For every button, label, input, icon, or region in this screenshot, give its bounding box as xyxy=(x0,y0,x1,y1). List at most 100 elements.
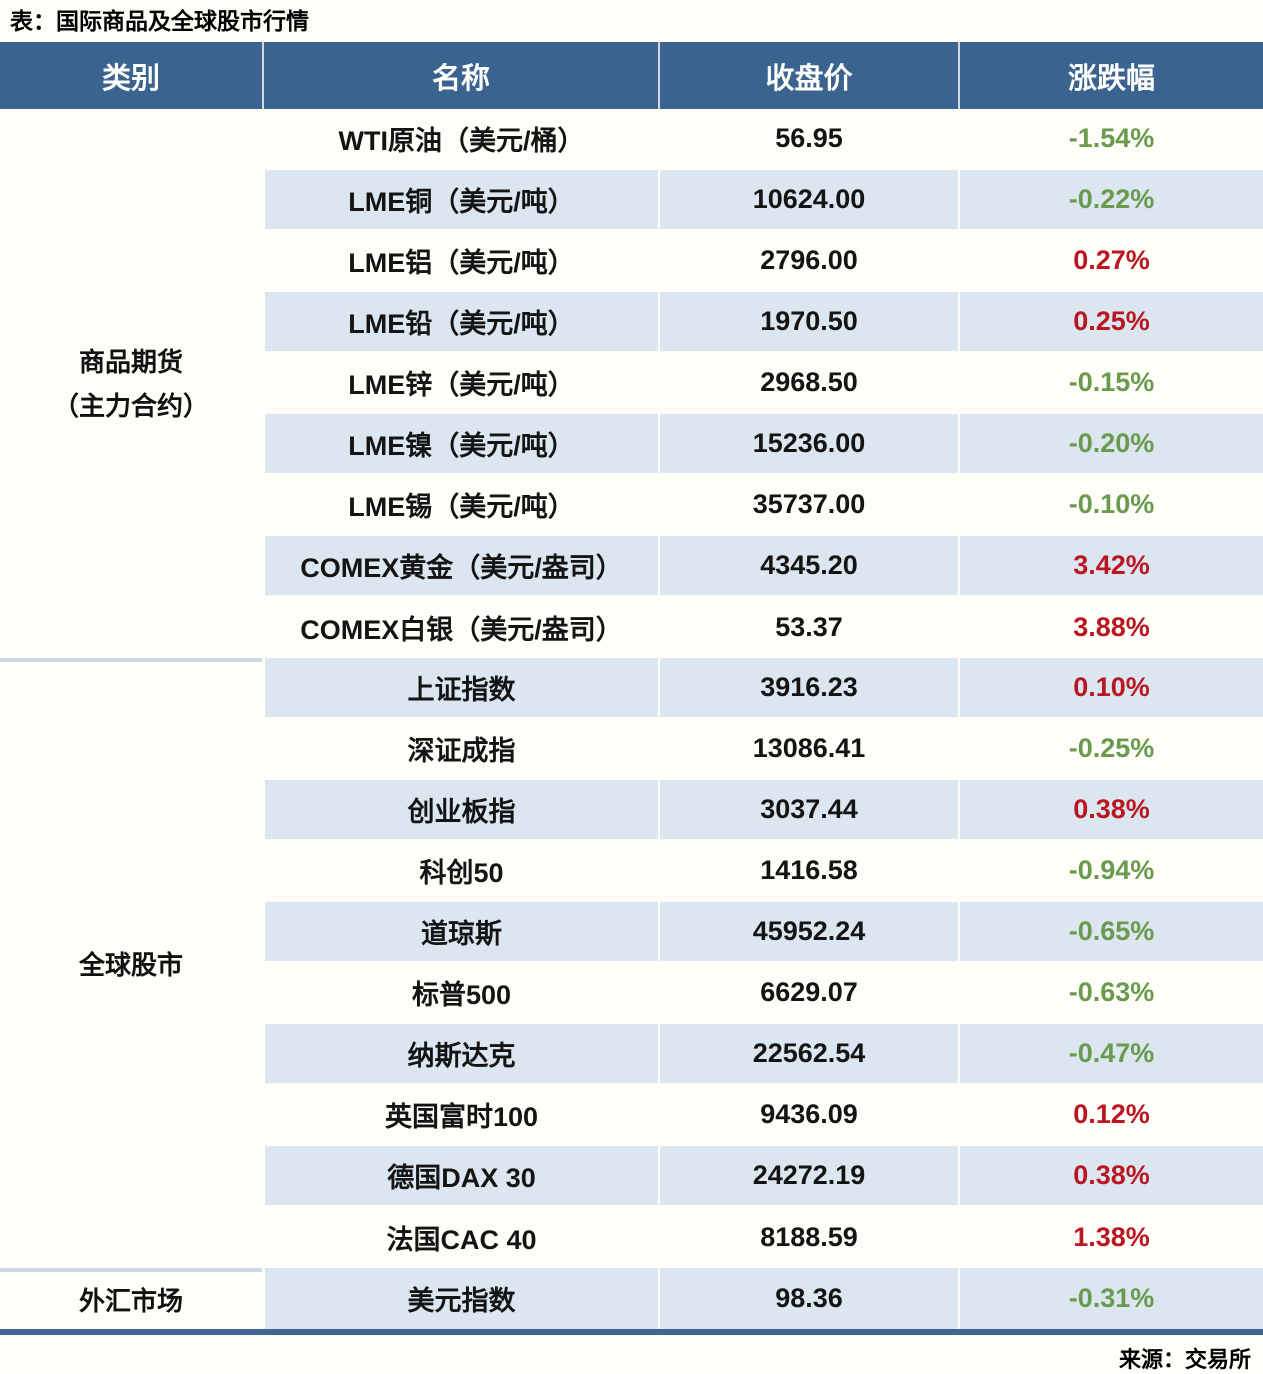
table-row: 法国CAC 40 8188.59 1.38% xyxy=(265,1207,1263,1268)
close-price: 10624.00 xyxy=(658,170,958,229)
change-percent: -0.47% xyxy=(958,1024,1263,1083)
change-percent: 1.38% xyxy=(958,1207,1263,1268)
table-row: LME锡（美元/吨） 35737.00 -0.10% xyxy=(265,475,1263,536)
close-price: 6629.07 xyxy=(658,963,958,1022)
table-header-row: 类别 名称 收盘价 涨跌幅 xyxy=(0,42,1263,109)
change-percent: -1.54% xyxy=(958,109,1263,168)
close-price: 98.36 xyxy=(658,1268,958,1329)
table-row: COMEX白银（美元/盎司） 53.37 3.88% xyxy=(265,597,1263,658)
instrument-name: LME铝（美元/吨） xyxy=(348,248,575,278)
instrument-name: 深证成指 xyxy=(407,736,516,766)
table-row: COMEX黄金（美元/盎司） 4345.20 3.42% xyxy=(265,536,1263,597)
change-percent: -0.22% xyxy=(958,170,1263,229)
section-rows: 上证指数 3916.23 0.10% 深证成指 13086.41 -0.25% 创业板指 30… xyxy=(262,658,1263,1268)
table-section: 全球股市 上证指数 3916.23 0.10% 深证成指 13086.41 -0.25% 创业… xyxy=(0,658,1263,1268)
close-price: 53.37 xyxy=(658,597,958,658)
close-price: 13086.41 xyxy=(658,719,958,778)
category-cell: 全球股市 xyxy=(0,658,262,1268)
close-price: 24272.19 xyxy=(658,1146,958,1205)
instrument-name: LME锌（美元/吨） xyxy=(348,370,575,400)
close-price: 1970.50 xyxy=(658,292,958,351)
page-title: 表：国际商品及全球股市行情 xyxy=(10,8,309,34)
instrument-name: 英国富时100 xyxy=(384,1102,539,1132)
header-change: 涨跌幅 xyxy=(958,42,1263,109)
change-percent: 0.25% xyxy=(958,292,1263,351)
instrument-name: LME锡（美元/吨） xyxy=(348,492,575,522)
change-percent: 3.42% xyxy=(958,536,1263,595)
change-percent: 0.12% xyxy=(958,1085,1263,1144)
instrument-name: COMEX白银（美元/盎司） xyxy=(300,615,623,645)
close-price: 2968.50 xyxy=(658,353,958,412)
instrument-name: WTI原油（美元/桶） xyxy=(338,126,585,156)
close-price: 45952.24 xyxy=(658,902,958,961)
instrument-name: 创业板指 xyxy=(407,797,516,827)
instrument-name: LME铅（美元/吨） xyxy=(348,309,575,339)
close-price: 4345.20 xyxy=(658,536,958,595)
table-body: 商品期货 （主力合约） WTI原油（美元/桶） 56.95 -1.54% LME铜（美元/… xyxy=(0,109,1263,1329)
change-percent: 0.27% xyxy=(958,231,1263,290)
instrument-name: LME镍（美元/吨） xyxy=(348,431,575,461)
category-label: 全球股市 xyxy=(78,950,183,980)
close-price: 2796.00 xyxy=(658,231,958,290)
change-percent: -0.10% xyxy=(958,475,1263,534)
change-percent: -0.94% xyxy=(958,841,1263,900)
table-row: 美元指数 98.36 -0.31% xyxy=(265,1268,1263,1329)
table-section: 商品期货 （主力合约） WTI原油（美元/桶） 56.95 -1.54% LME铜（美元/… xyxy=(0,109,1263,658)
source-note: 来源：交易所 xyxy=(1118,1347,1251,1372)
change-percent: -0.31% xyxy=(958,1268,1263,1329)
instrument-name: 法国CAC 40 xyxy=(386,1225,537,1255)
close-price: 9436.09 xyxy=(658,1085,958,1144)
category-label: 外汇市场 xyxy=(78,1285,183,1316)
category-cell: 外汇市场 xyxy=(0,1268,262,1329)
instrument-name: 道琼斯 xyxy=(421,919,502,949)
market-table: 类别 名称 收盘价 涨跌幅 商品期货 （主力合约） WTI原油（美元/桶） 56.95… xyxy=(0,42,1263,1335)
table-row: 道琼斯 45952.24 -0.65% xyxy=(265,902,1263,963)
table-row: LME镍（美元/吨） 15236.00 -0.20% xyxy=(265,414,1263,475)
table-section: 外汇市场 美元指数 98.36 -0.31% xyxy=(0,1268,1263,1329)
category-cell: 商品期货 （主力合约） xyxy=(0,109,262,658)
change-percent: -0.15% xyxy=(958,353,1263,412)
close-price: 3916.23 xyxy=(658,658,958,717)
table-row: 英国富时100 9436.09 0.12% xyxy=(265,1085,1263,1146)
change-percent: -0.65% xyxy=(958,902,1263,961)
instrument-name: 德国DAX 30 xyxy=(387,1163,536,1193)
instrument-name: 科创50 xyxy=(419,858,504,888)
table-row: 德国DAX 30 24272.19 0.38% xyxy=(265,1146,1263,1207)
change-percent: 3.88% xyxy=(958,597,1263,658)
table-row: 深证成指 13086.41 -0.25% xyxy=(265,719,1263,780)
close-price: 8188.59 xyxy=(658,1207,958,1268)
table-row: LME锌（美元/吨） 2968.50 -0.15% xyxy=(265,353,1263,414)
close-price: 15236.00 xyxy=(658,414,958,473)
table-row: 创业板指 3037.44 0.38% xyxy=(265,780,1263,841)
table-row: 上证指数 3916.23 0.10% xyxy=(265,658,1263,719)
table-row: LME铝（美元/吨） 2796.00 0.27% xyxy=(265,231,1263,292)
instrument-name: COMEX黄金（美元/盎司） xyxy=(300,553,623,583)
table-row: LME铜（美元/吨） 10624.00 -0.22% xyxy=(265,170,1263,231)
section-rows: 美元指数 98.36 -0.31% xyxy=(262,1268,1263,1329)
section-rows: WTI原油（美元/桶） 56.95 -1.54% LME铜（美元/吨） 10624.00… xyxy=(262,109,1263,658)
close-price: 1416.58 xyxy=(658,841,958,900)
close-price: 3037.44 xyxy=(658,780,958,839)
header-category: 类别 xyxy=(101,62,160,95)
category-label: 商品期货 xyxy=(78,346,183,377)
close-price: 35737.00 xyxy=(658,475,958,534)
change-percent: -0.63% xyxy=(958,963,1263,1022)
instrument-name: LME铜（美元/吨） xyxy=(348,187,575,217)
table-row: LME铅（美元/吨） 1970.50 0.25% xyxy=(265,292,1263,353)
category-label: （主力合约） xyxy=(52,390,209,421)
change-percent: 0.38% xyxy=(958,1146,1263,1205)
change-percent: -0.25% xyxy=(958,719,1263,778)
change-percent: 0.38% xyxy=(958,780,1263,839)
table-row: 科创50 1416.58 -0.94% xyxy=(265,841,1263,902)
instrument-name: 美元指数 xyxy=(407,1286,516,1316)
change-percent: 0.10% xyxy=(958,658,1263,717)
table-row: WTI原油（美元/桶） 56.95 -1.54% xyxy=(265,109,1263,170)
table-row: 纳斯达克 22562.54 -0.47% xyxy=(265,1024,1263,1085)
instrument-name: 纳斯达克 xyxy=(407,1041,516,1071)
instrument-name: 标普500 xyxy=(411,980,512,1010)
header-name: 名称 xyxy=(262,42,658,109)
close-price: 22562.54 xyxy=(658,1024,958,1083)
table-row: 标普500 6629.07 -0.63% xyxy=(265,963,1263,1024)
header-close: 收盘价 xyxy=(658,42,958,109)
instrument-name: 上证指数 xyxy=(407,675,516,705)
